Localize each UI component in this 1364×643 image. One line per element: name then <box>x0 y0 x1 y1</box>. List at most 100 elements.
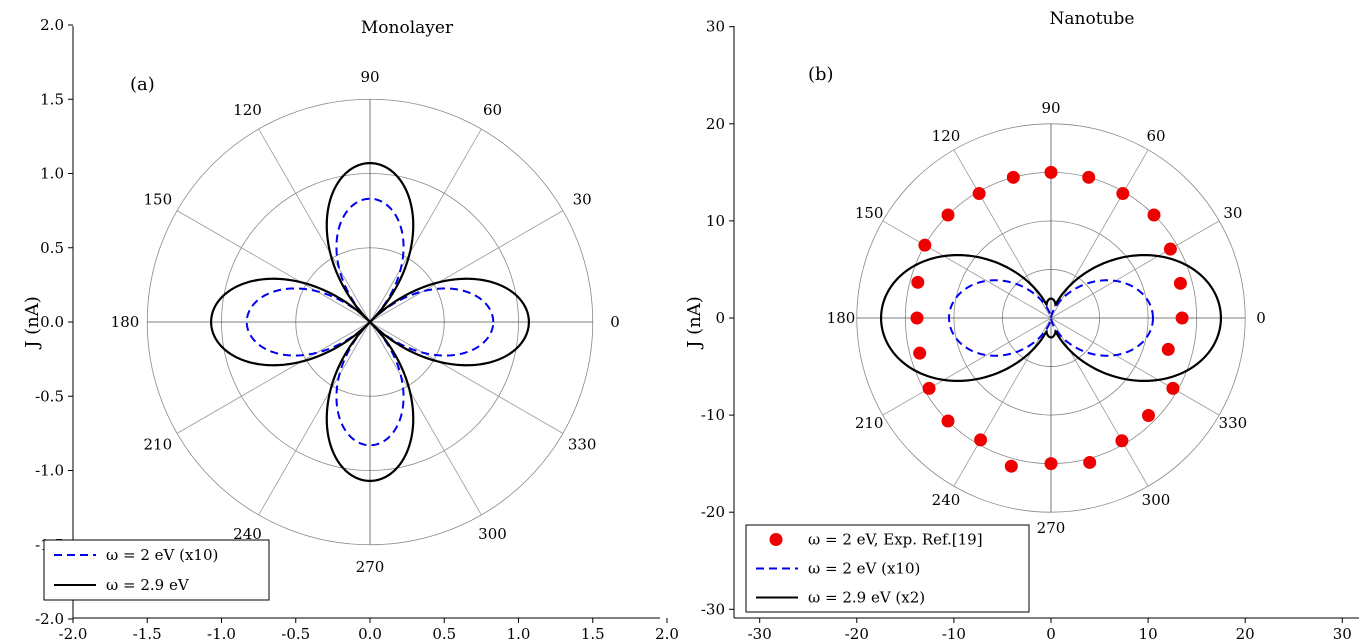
data-point <box>1173 276 1187 290</box>
y-tick-label: 0.0 <box>40 313 64 331</box>
polar-spoke <box>258 321 371 516</box>
x-tick-label: 2.0 <box>655 625 679 643</box>
data-point <box>941 208 955 222</box>
angle-label: 180 <box>111 313 140 331</box>
y-tick-label: -0.5 <box>35 387 64 405</box>
y-tick-label: -1.0 <box>35 462 64 480</box>
data-point <box>1141 408 1155 422</box>
angle-label: 90 <box>360 68 379 86</box>
angle-label: 210 <box>144 436 173 454</box>
polar-spoke <box>369 128 482 323</box>
angle-label: 60 <box>1146 127 1165 145</box>
polar-spoke <box>953 149 1052 319</box>
data-point <box>1161 342 1175 356</box>
x-tick-label: 0 <box>1046 625 1056 643</box>
data-point <box>1044 457 1058 471</box>
y-tick-label: 0.5 <box>40 239 64 257</box>
y-tick-label: 30 <box>706 18 725 36</box>
angle-label: 150 <box>855 204 884 222</box>
x-tick-label: 1.5 <box>581 625 605 643</box>
y-tick-label: 0 <box>715 309 725 327</box>
y-tick-label: 10 <box>706 212 725 230</box>
chart-title: Monolayer <box>361 18 454 38</box>
series-curve <box>209 161 530 482</box>
panel-label: (a) <box>130 74 155 95</box>
angle-label: 270 <box>1037 519 1066 537</box>
x-tick-label: 30 <box>1333 625 1352 643</box>
angle-label: 120 <box>932 127 961 145</box>
y-tick-label: 1.5 <box>40 90 64 108</box>
series-curve <box>948 279 1154 357</box>
x-tick-label: -30 <box>748 625 772 643</box>
polar-spoke <box>369 321 482 516</box>
legend-label: ω = 2 eV (x10) <box>808 560 920 578</box>
y-tick-label: 2.0 <box>40 16 64 34</box>
polar-spoke <box>369 210 564 323</box>
angle-label: 330 <box>1219 414 1248 432</box>
angle-label: 240 <box>233 525 262 543</box>
x-tick-label: -20 <box>845 625 869 643</box>
polar-spoke <box>176 321 371 434</box>
angle-label: 330 <box>568 436 597 454</box>
polar-spoke <box>882 220 1052 319</box>
polar-spoke <box>882 317 1052 416</box>
angle-label: 240 <box>932 491 961 509</box>
y-tick-label: 20 <box>706 115 725 133</box>
x-tick-label: -1.5 <box>133 625 162 643</box>
data-point <box>1166 381 1180 395</box>
polar-spoke <box>176 210 371 323</box>
legend-label: ω = 2.9 eV (x2) <box>808 589 925 607</box>
data-point <box>974 433 988 447</box>
panel-label: (b) <box>808 64 834 85</box>
legend-marker <box>769 533 783 546</box>
angle-label: 270 <box>356 558 385 576</box>
y-tick-label: -2.0 <box>35 610 64 628</box>
x-tick-label: 20 <box>1236 625 1255 643</box>
angle-label: 300 <box>1142 491 1171 509</box>
data-point <box>1044 165 1058 179</box>
angle-label: 300 <box>478 525 507 543</box>
polar-spoke <box>1050 220 1220 319</box>
legend-box <box>43 539 270 601</box>
data-point <box>972 187 986 201</box>
polar-spoke <box>1050 317 1220 416</box>
data-point <box>1147 208 1161 222</box>
series-curve <box>245 197 495 447</box>
data-point <box>910 311 924 325</box>
angle-label: 120 <box>233 101 262 119</box>
data-point <box>913 346 927 360</box>
data-point <box>1116 187 1130 201</box>
angle-label: 90 <box>1041 99 1060 117</box>
angle-label: 150 <box>144 191 173 209</box>
chart-title: Nanotube <box>1050 9 1135 29</box>
data-point <box>1004 459 1018 473</box>
y-tick-label: -20 <box>701 503 725 521</box>
y-axis-label: J (nA) <box>684 296 705 350</box>
angle-label: 30 <box>1223 204 1242 222</box>
legend-label: ω = 2 eV (x10) <box>106 546 218 564</box>
x-tick-label: -0.5 <box>281 625 310 643</box>
polar-spoke <box>953 317 1052 487</box>
polar-spoke <box>1050 149 1149 319</box>
x-tick-label: 1.0 <box>507 625 531 643</box>
y-tick-label: -10 <box>701 406 725 424</box>
polar-spoke <box>369 321 564 434</box>
y-axis-label: J (nA) <box>22 296 43 350</box>
data-point <box>922 381 936 395</box>
angle-label: 60 <box>483 101 502 119</box>
x-tick-label: 0.5 <box>432 625 456 643</box>
data-point <box>1163 242 1177 256</box>
angle-label: 0 <box>610 313 620 331</box>
data-point <box>1175 311 1189 325</box>
x-tick-label: 0.0 <box>358 625 382 643</box>
x-tick-label: -2.0 <box>59 625 88 643</box>
legend-label: ω = 2.9 eV <box>106 576 190 594</box>
angle-label: 0 <box>1256 309 1266 327</box>
polar-spoke <box>1050 317 1149 487</box>
y-tick-label: -30 <box>701 600 725 618</box>
angle-label: 30 <box>573 191 592 209</box>
data-point <box>911 275 925 289</box>
x-tick-label: -1.0 <box>207 625 236 643</box>
data-point <box>1006 170 1020 184</box>
